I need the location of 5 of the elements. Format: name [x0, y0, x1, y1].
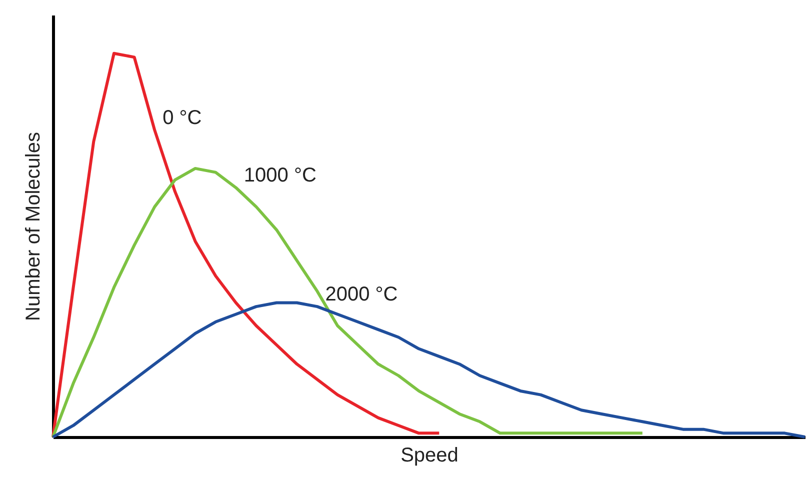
series-label: 1000 °C — [244, 164, 316, 187]
series-label: 0 °C — [162, 107, 202, 130]
y-axis-title: Number of Molecules — [22, 132, 44, 321]
series-label: 2000 °C — [325, 284, 398, 306]
x-axis-title: Speed — [400, 444, 458, 466]
